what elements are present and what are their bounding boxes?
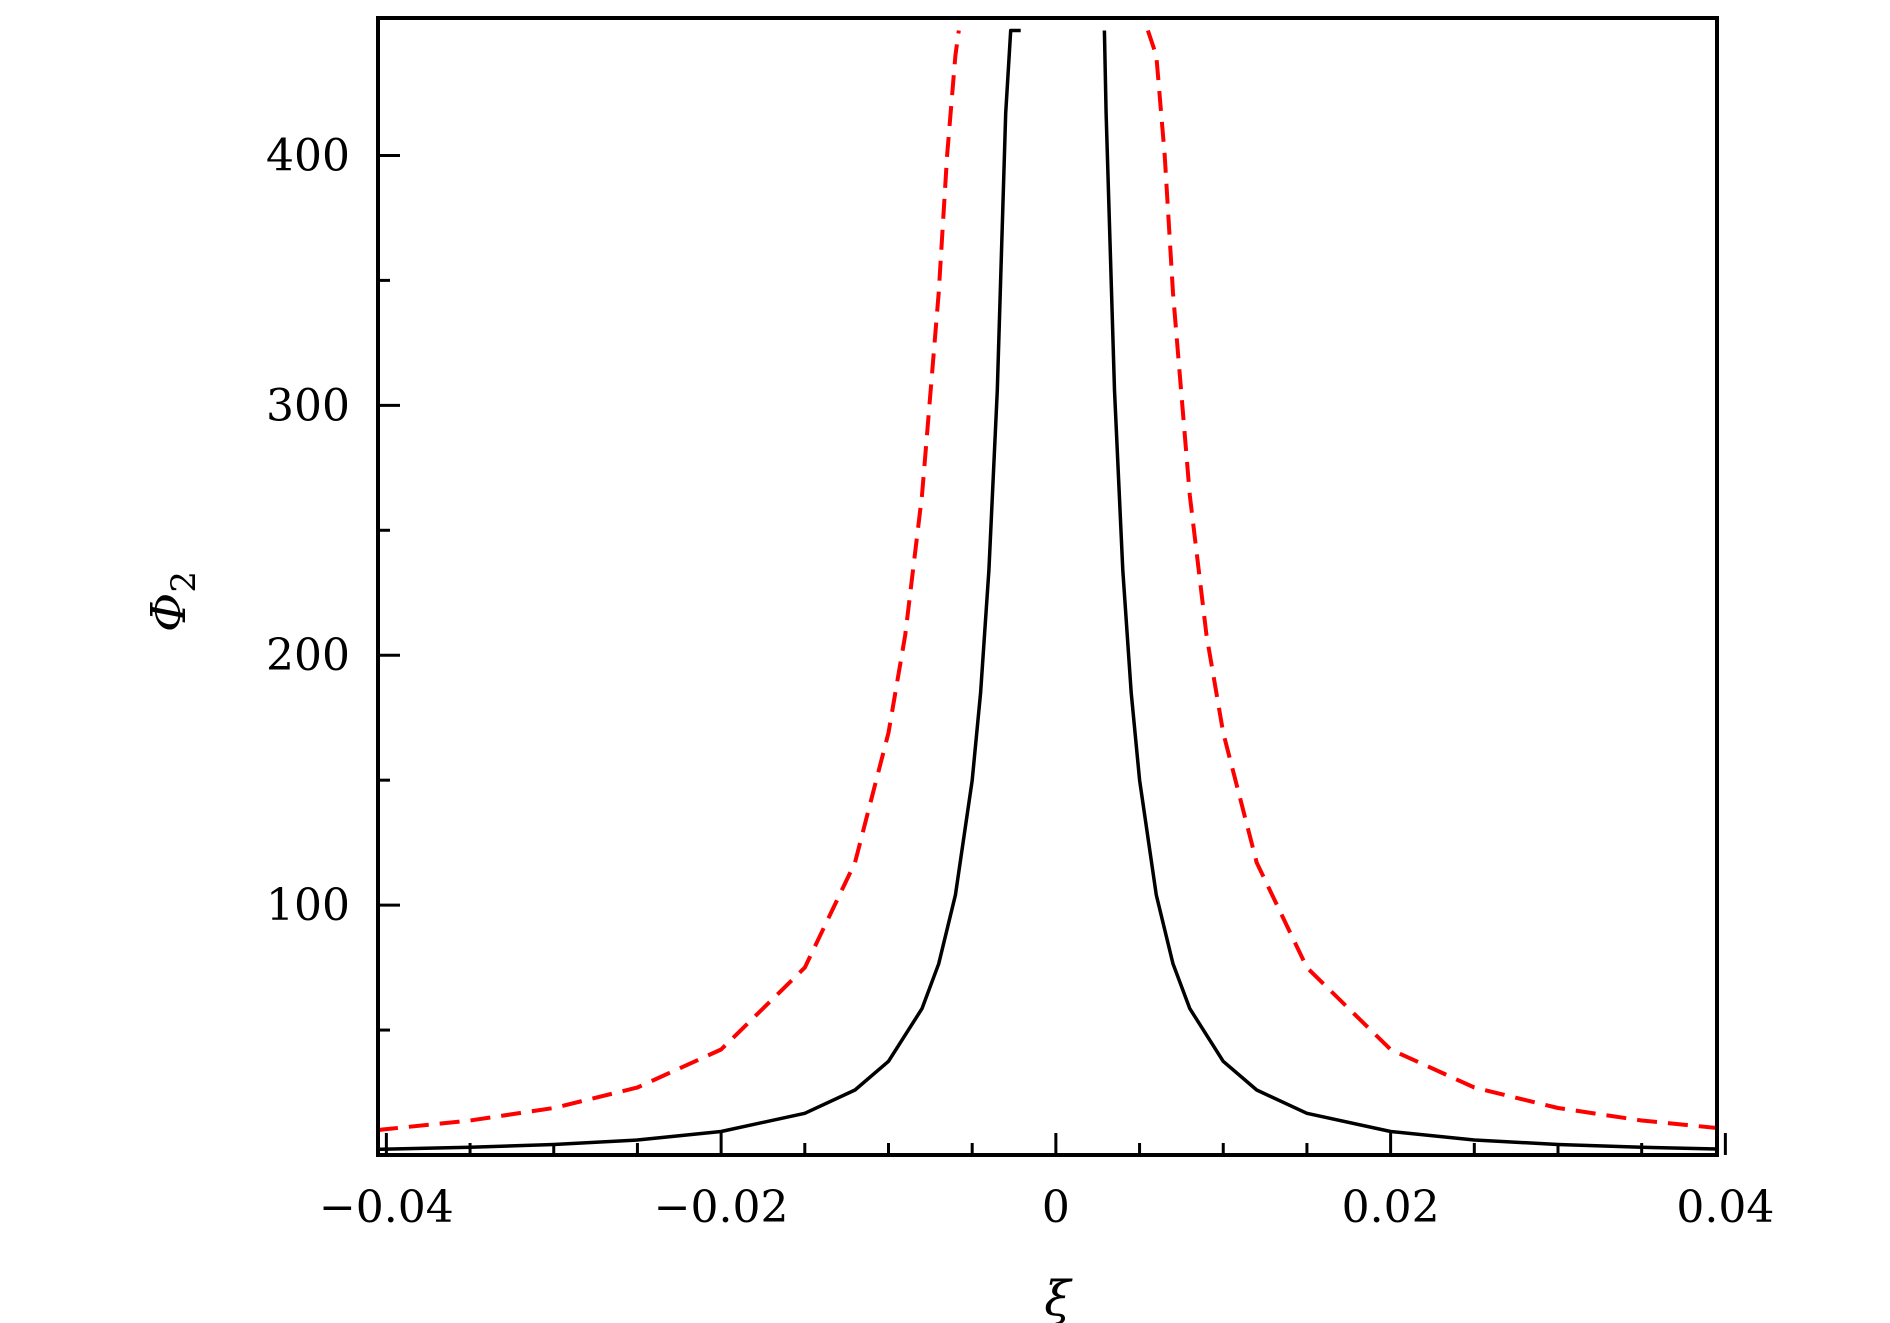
y-axis-label: Φ2 [141, 571, 204, 632]
series-line-4-dashed [1146, 29, 1717, 1130]
x-tick-label: 0.02 [1342, 1182, 1440, 1233]
y-tick-label: 400 [266, 130, 350, 181]
labels-layer: −0.04 −0.02 0 0.02 0.04 100 200 300 400 [266, 130, 1774, 1233]
series-line-2-solid [1102, 30, 1717, 1151]
y-axis-label-symbol: Φ [141, 593, 197, 632]
y-tick-label: 300 [266, 380, 350, 431]
series-line-1-solid [378, 28, 1021, 1152]
x-axis-label: ξ [1044, 1271, 1073, 1323]
x-tick-label: −0.04 [319, 1182, 454, 1233]
y-tick-label: 100 [266, 880, 350, 931]
y-tick-label: 200 [266, 630, 350, 681]
x-tick-label: 0 [1042, 1182, 1070, 1233]
y-axis-label-subscript: 2 [164, 571, 204, 593]
series-layer [378, 28, 1717, 1152]
x-tick-label: 0.04 [1676, 1182, 1774, 1233]
plot-frame [376, 16, 1719, 1157]
x-tick-label: −0.02 [654, 1182, 789, 1233]
ticks-layer [378, 153, 1727, 1155]
series-line-3-dashed [378, 30, 961, 1132]
